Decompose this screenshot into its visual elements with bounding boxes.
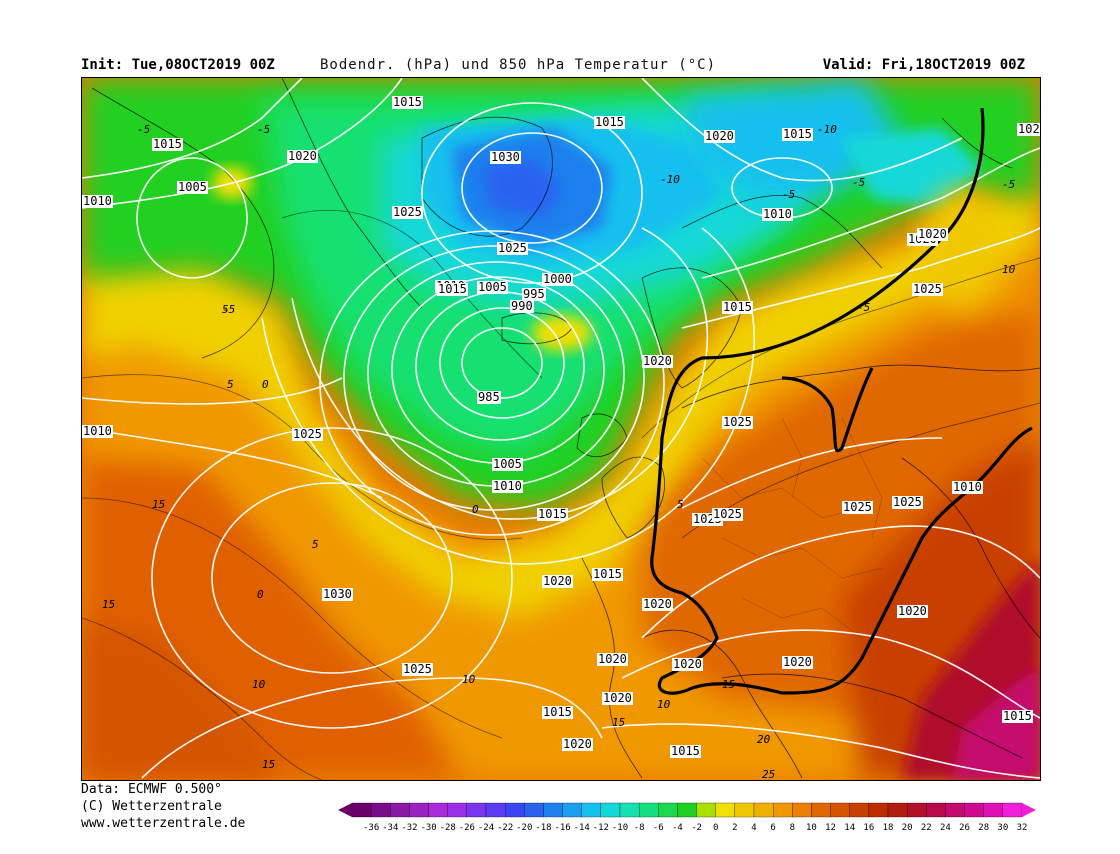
data-source: Data: ECMWF 0.500° [81, 782, 222, 797]
colorbar-tick-label: 0 [713, 823, 718, 833]
chart-title: Bodendr. (hPa) und 850 hPa Temperatur (°… [320, 57, 717, 73]
colorbar-swatch [983, 802, 1004, 818]
colorbar-tick-label: -24 [478, 823, 494, 833]
colorbar-arrow-right [1022, 803, 1036, 817]
colorbar-tick-label: 26 [959, 823, 970, 833]
colorbar-tick-label: -22 [497, 823, 513, 833]
colorbar-swatch [543, 802, 563, 818]
colorbar-tick-label: -10 [612, 823, 628, 833]
colorbar-swatch [887, 802, 908, 818]
colorbar-tick-label: 24 [940, 823, 951, 833]
colorbar-tick-label: -2 [691, 823, 702, 833]
colorbar-tick-label: 16 [863, 823, 874, 833]
colorbar-tick-label: -36 [363, 823, 379, 833]
temperature-field [82, 78, 1040, 780]
init-time: Init: Tue,08OCT2019 00Z [81, 57, 275, 73]
colorbar-tick-label: 14 [844, 823, 855, 833]
colorbar-tick-label: -32 [401, 823, 417, 833]
colorbar-tick-label: -20 [516, 823, 532, 833]
colorbar-swatch [772, 802, 793, 818]
colorbar-swatch [964, 802, 984, 818]
colorbar-swatch [638, 802, 659, 818]
colorbar-swatch [447, 802, 468, 818]
colorbar-tick-label: 8 [790, 823, 795, 833]
colorbar-tick-label: -8 [634, 823, 645, 833]
colorbar-swatch [868, 802, 889, 818]
colorbar-swatch [658, 802, 678, 818]
colorbar-tick-label: -6 [653, 823, 664, 833]
colorbar-swatch [926, 802, 946, 818]
colorbar-swatch [830, 802, 850, 818]
colorbar-swatch [581, 802, 602, 818]
colorbar-tick-label: 2 [732, 823, 737, 833]
colorbar-swatch [524, 802, 544, 818]
colorbar-tick-label: 4 [751, 823, 756, 833]
colorbar-swatch [390, 802, 410, 818]
colorbar-swatch [753, 802, 774, 818]
country-borders [701, 417, 883, 639]
valid-time: Valid: Fri,18OCT2019 00Z [822, 57, 1025, 73]
colorbar-swatch [696, 802, 716, 818]
colorbar-swatch [792, 802, 812, 818]
colorbar-tick-label: 22 [921, 823, 932, 833]
colorbar-swatch [677, 802, 697, 818]
colorbar-tick-label: -30 [420, 823, 436, 833]
colorbar-tick-label: 28 [978, 823, 989, 833]
website-link[interactable]: www.wetterzentrale.de [81, 816, 246, 831]
front-line [650, 107, 1033, 695]
colorbar-swatch [619, 802, 640, 818]
copyright: (C) Wetterzentrale [81, 799, 222, 814]
colorbar-swatch [945, 802, 965, 818]
colorbar-tick-label: 32 [1017, 823, 1028, 833]
map-canvas [82, 78, 1040, 780]
colorbar-tick-label: -16 [554, 823, 570, 833]
colorbar-swatch [428, 802, 448, 818]
colorbar-swatch [811, 802, 831, 818]
colorbar-swatch [849, 802, 870, 818]
colorbar-swatch [562, 802, 582, 818]
colorbar-swatch [906, 802, 927, 818]
colorbar-tick-label: 10 [806, 823, 817, 833]
isobars [82, 78, 1040, 779]
colorbar-swatch [409, 802, 429, 818]
colorbar-tick-label: 20 [902, 823, 913, 833]
colorbar-tick-label: -28 [440, 823, 456, 833]
colorbar-swatch [715, 802, 736, 818]
colorbar-tick-label: 6 [770, 823, 775, 833]
colorbar-tick-label: 18 [883, 823, 894, 833]
colorbar-tick-label: -18 [535, 823, 551, 833]
colorbar-swatch [504, 802, 525, 818]
colorbar-tick-label: 12 [825, 823, 836, 833]
weather-map[interactable]: 1015 1015 1015 1020 1030 1025 1025 1005 1010 1020… [81, 77, 1041, 781]
colorbar-tick-label: 30 [997, 823, 1008, 833]
colorbar-swatch [600, 802, 621, 818]
colorbar-tick-label: -12 [593, 823, 609, 833]
colorbar-tick-label: -34 [382, 823, 398, 833]
colorbar-swatch [351, 802, 372, 818]
colorbar-swatch [466, 802, 487, 818]
colorbar-tick-label: -14 [574, 823, 590, 833]
colorbar-swatch [1002, 802, 1023, 818]
colorbar-swatch [485, 802, 506, 818]
colorbar-swatch [370, 802, 391, 818]
colorbar-arrow-left [338, 803, 352, 817]
colorbar-tick-label: -26 [459, 823, 475, 833]
colorbar-swatch [734, 802, 755, 818]
colorbar-tick-label: -4 [672, 823, 683, 833]
color-bar: -36 -34 -32 -30 -28 -26 -24 -22 -20 -18 -16 -14 -12-… [338, 802, 1036, 833]
